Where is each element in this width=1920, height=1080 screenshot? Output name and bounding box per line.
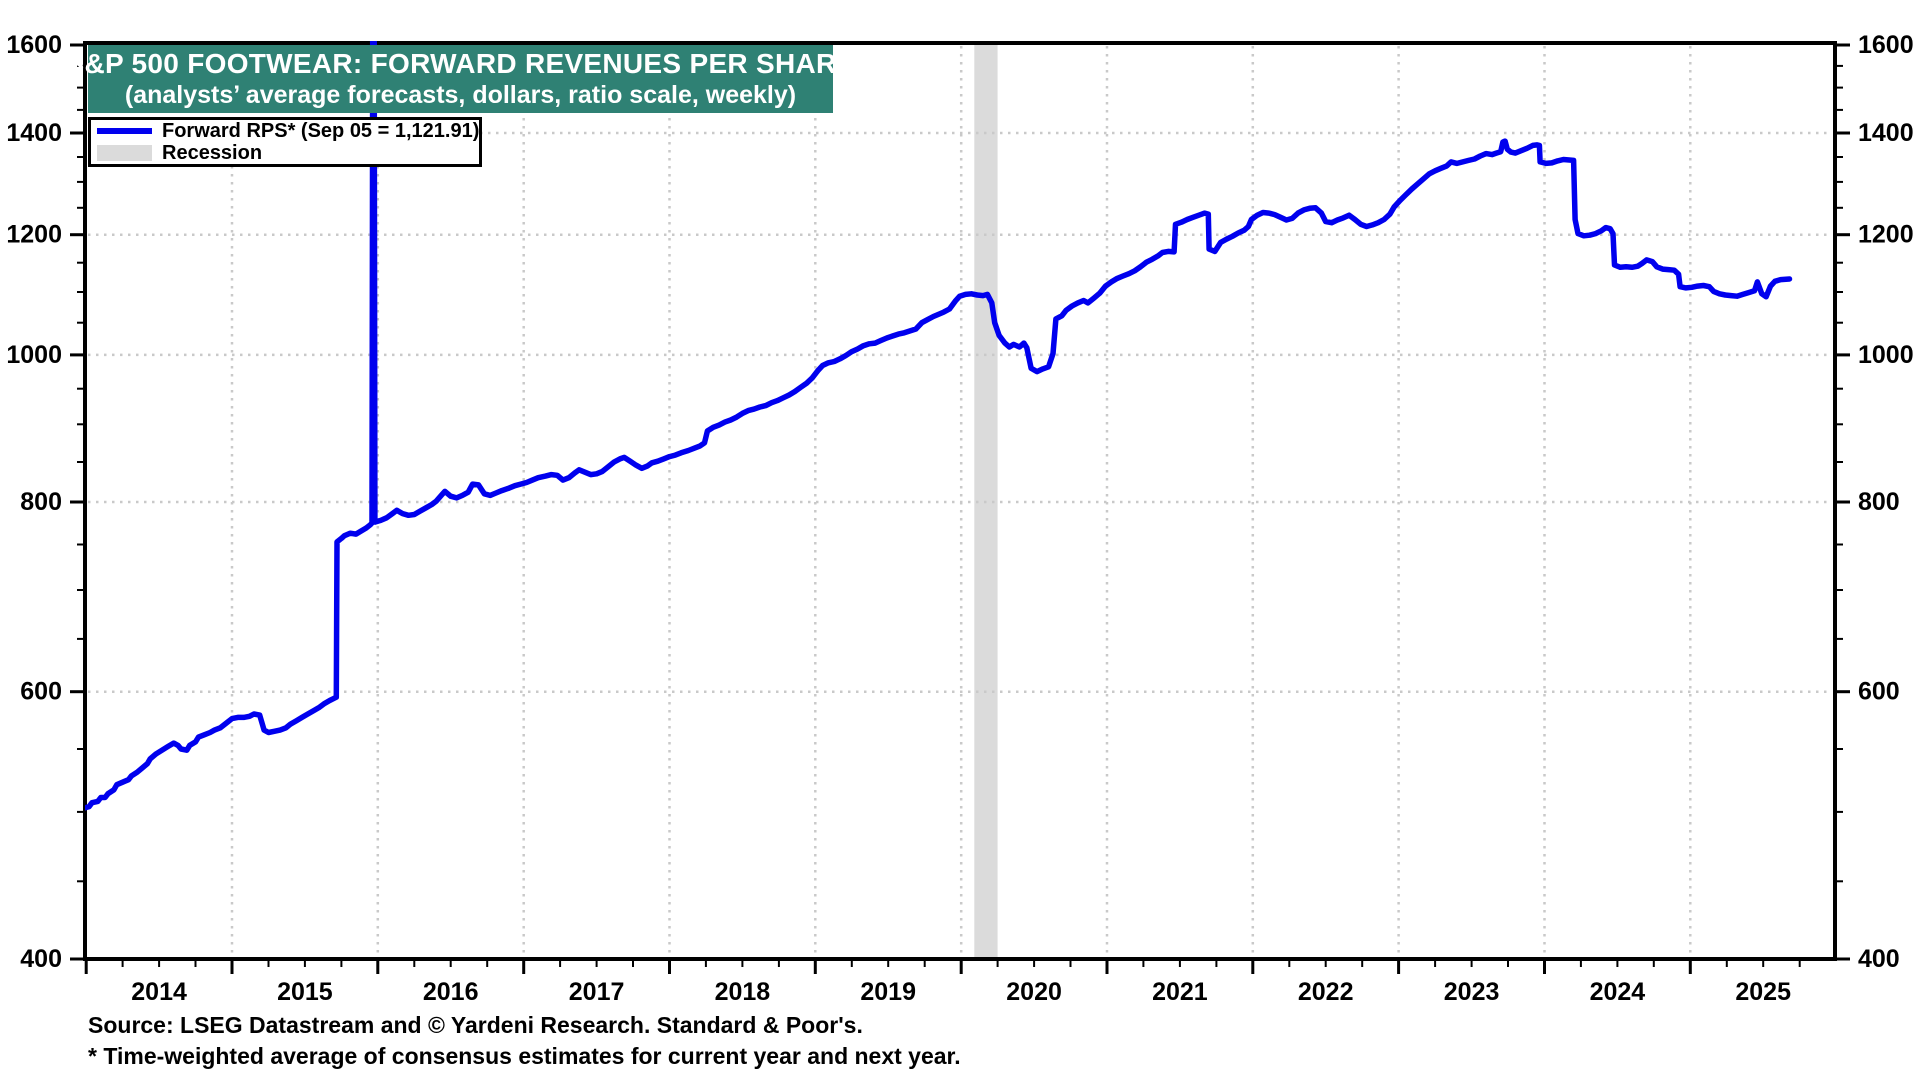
x-axis-year-label: 2025	[1735, 978, 1791, 1006]
axis-ticks	[70, 43, 1850, 974]
y-axis-label-left: 1000	[6, 341, 62, 369]
chart-title: S&P 500 FOOTWEAR: FORWARD REVENUES PER S…	[65, 48, 856, 79]
y-axis-label-left: 400	[20, 945, 62, 973]
x-axis-year-label: 2021	[1152, 978, 1208, 1006]
x-axis-year-label: 2020	[1006, 978, 1062, 1006]
y-axis-label-right: 400	[1858, 945, 1900, 973]
x-axis-labels: 2014 2015 2016 2017 2018 2019 2020 2021 2022 2023…	[131, 978, 1791, 1006]
chart-title-banner: S&P 500 FOOTWEAR: FORWARD REVENUES PER S…	[65, 45, 855, 113]
x-axis-year-label: 2019	[860, 978, 916, 1006]
x-axis-year-label: 2014	[131, 978, 187, 1006]
y-axis-label-right: 800	[1858, 488, 1900, 516]
x-axis-year-label: 2018	[715, 978, 771, 1006]
legend: Forward RPS* (Sep 05 = 1,121.91) Recessi…	[88, 117, 482, 167]
forward-rps-legend-label: Forward RPS* (Sep 05 = 1,121.91)	[162, 119, 480, 142]
source-note: Source: LSEG Datastream and © Yardeni Re…	[88, 1012, 863, 1038]
recession-band-swatch	[97, 145, 152, 161]
x-axis-year-label: 2022	[1298, 978, 1354, 1006]
x-axis-year-label: 2015	[277, 978, 333, 1006]
x-axis-year-label: 2017	[569, 978, 625, 1006]
legend-row-forward-rps: Forward RPS* (Sep 05 = 1,121.91)	[97, 120, 479, 142]
footnote: * Time-weighted average of consensus est…	[88, 1043, 961, 1069]
y-axis-label-left: 600	[20, 678, 62, 706]
y-axis-label-right: 1000	[1858, 341, 1914, 369]
recession-legend-label: Recession	[162, 141, 263, 164]
forward-rps-line-swatch	[97, 128, 152, 134]
forward-rps-line	[85, 41, 1793, 811]
y-axis-label-left: 1400	[6, 119, 62, 147]
y-axis-label-right: 1400	[1858, 119, 1914, 147]
x-axis-year-label: 2023	[1444, 978, 1500, 1006]
y-axis-label-left: 1600	[6, 31, 62, 59]
x-axis-year-label: 2024	[1590, 978, 1646, 1006]
y-axis-label-right: 1600	[1858, 31, 1914, 59]
legend-row-recession: Recession	[97, 141, 473, 164]
y-axis-labels: 400 400 600 600 800 800 1000 1000 1200 1200 1400 14…	[6, 31, 1913, 973]
gridlines	[88, 46, 1832, 956]
y-axis-label-left: 1200	[6, 221, 62, 249]
y-axis-label-right: 600	[1858, 678, 1900, 706]
x-axis-year-label: 2016	[423, 978, 479, 1006]
y-axis-label-right: 1200	[1858, 221, 1914, 249]
chart-subtitle: (analysts’ average forecasts, dollars, r…	[124, 81, 797, 109]
y-axis-label-left: 800	[20, 488, 62, 516]
